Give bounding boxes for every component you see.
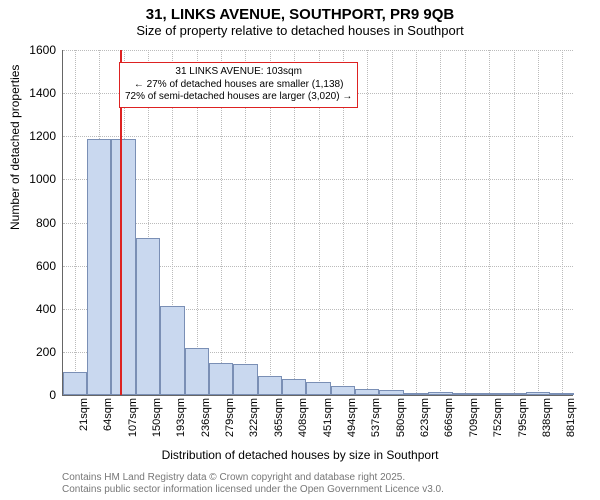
histogram-bar	[428, 392, 452, 395]
xtick-label: 838sqm	[541, 398, 553, 437]
histogram-bar	[550, 393, 574, 395]
xtick-label: 21sqm	[78, 398, 90, 431]
footer-line-2: Contains public sector information licen…	[62, 484, 444, 496]
ytick-label: 200	[36, 345, 56, 359]
xtick-label: 279sqm	[224, 398, 236, 437]
ytick-label: 600	[36, 259, 56, 273]
xtick-label: 795sqm	[517, 398, 529, 437]
annot-title: 31 LINKS AVENUE: 103sqm	[125, 66, 352, 79]
chart-area: 31 LINKS AVENUE: 103sqm← 27% of detached…	[62, 50, 572, 425]
xtick-label: 580sqm	[395, 398, 407, 437]
histogram-bar	[331, 386, 355, 395]
histogram-bar	[258, 376, 282, 395]
annot-line-2: 72% of semi-detached houses are larger (…	[125, 91, 352, 104]
annotation-box: 31 LINKS AVENUE: 103sqm← 27% of detached…	[119, 62, 358, 108]
xtick-label: 451sqm	[322, 398, 334, 437]
histogram-bar	[63, 372, 87, 395]
xtick-label: 494sqm	[346, 398, 358, 437]
histogram-bar	[306, 382, 330, 395]
histogram-bar	[501, 393, 525, 395]
ytick-label: 1200	[29, 129, 56, 143]
histogram-bar	[404, 393, 428, 395]
xtick-label: 236sqm	[200, 398, 212, 437]
xtick-label: 537sqm	[370, 398, 382, 437]
histogram-bar	[379, 390, 403, 395]
xtick-label: 322sqm	[248, 398, 260, 437]
xtick-label: 709sqm	[468, 398, 480, 437]
ytick-label: 1000	[29, 172, 56, 186]
histogram-bar	[209, 363, 233, 395]
chart-title: 31, LINKS AVENUE, SOUTHPORT, PR9 9QB	[0, 0, 600, 23]
histogram-bar	[477, 393, 501, 395]
xtick-label: 666sqm	[443, 398, 455, 437]
footer-line-1: Contains HM Land Registry data © Crown c…	[62, 472, 444, 484]
xtick-label: 107sqm	[127, 398, 139, 437]
plot-area: 31 LINKS AVENUE: 103sqm← 27% of detached…	[62, 50, 573, 396]
chart-subtitle: Size of property relative to detached ho…	[0, 23, 600, 42]
xtick-label: 408sqm	[297, 398, 309, 437]
histogram-bar	[87, 139, 111, 395]
histogram-bar	[111, 139, 135, 395]
footer-text: Contains HM Land Registry data © Crown c…	[62, 472, 444, 496]
x-axis-label: Distribution of detached houses by size …	[0, 448, 600, 462]
histogram-bar	[355, 389, 379, 395]
xtick-label: 64sqm	[102, 398, 114, 431]
annot-line-1: ← 27% of detached houses are smaller (1,…	[125, 79, 352, 92]
histogram-bar	[136, 238, 160, 395]
xtick-label: 623sqm	[419, 398, 431, 437]
xtick-label: 193sqm	[175, 398, 187, 437]
ytick-label: 800	[36, 216, 56, 230]
xtick-label: 881sqm	[565, 398, 577, 437]
histogram-bar	[185, 348, 209, 395]
y-axis-label: Number of detached properties	[8, 65, 22, 230]
histogram-bar	[233, 364, 257, 395]
ytick-label: 1600	[29, 43, 56, 57]
xtick-label: 150sqm	[151, 398, 163, 437]
xtick-label: 752sqm	[492, 398, 504, 437]
ytick-label: 0	[49, 388, 56, 402]
histogram-bar	[453, 393, 477, 395]
histogram-bar	[526, 392, 550, 395]
ytick-label: 400	[36, 302, 56, 316]
ytick-label: 1400	[29, 86, 56, 100]
xtick-label: 365sqm	[273, 398, 285, 437]
histogram-bar	[160, 306, 184, 395]
histogram-bar	[282, 379, 306, 395]
